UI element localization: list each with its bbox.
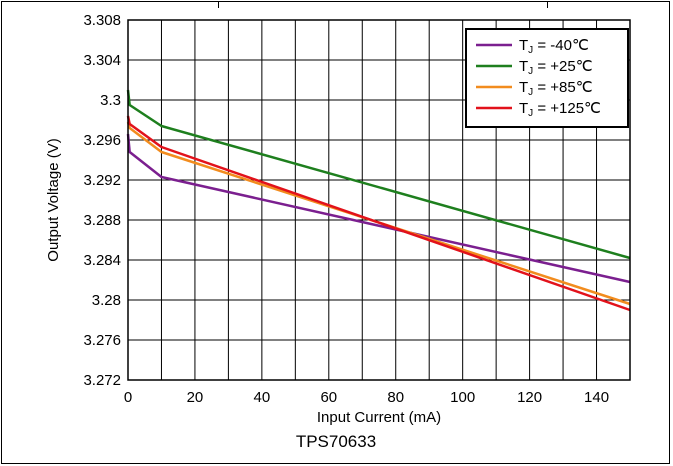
frame-tick [547, 2, 548, 8]
y-tick-label: 3.276 [83, 332, 121, 349]
x-tick-label: 80 [387, 389, 404, 406]
x-tick-label: 100 [450, 389, 475, 406]
legend-entry: TJ = +85℃ [519, 79, 593, 98]
y-tick-labels: 3.272 3.276 3.28 3.284 3.288 3.292 3.296 3.3 3.3… [83, 12, 121, 389]
legend: TJ = -40℃ TJ = +25℃ TJ = +85℃ TJ = +125℃ [465, 28, 629, 128]
x-tick-label: 40 [254, 389, 271, 406]
series-line [126, 89, 631, 260]
chart-caption: TPS70633 [296, 432, 376, 451]
x-tick-label: 140 [584, 389, 609, 406]
y-tick-label: 3.3 [100, 92, 121, 109]
x-tick-label: 120 [517, 389, 542, 406]
x-tick-label: 0 [124, 389, 132, 406]
legend-entry: TJ = -40℃ [519, 37, 589, 56]
y-tick-label: 3.296 [83, 132, 121, 149]
y-tick-label: 3.308 [83, 12, 121, 29]
y-tick-label: 3.304 [83, 52, 121, 69]
series-line [126, 121, 631, 306]
x-tick-label: 20 [187, 389, 204, 406]
y-tick-label: 3.288 [83, 212, 121, 229]
y-tick-label: 3.272 [83, 372, 121, 389]
series-line [126, 115, 631, 312]
frame-tick [218, 2, 219, 8]
legend-entry: TJ = +25℃ [519, 58, 593, 77]
plot-border [127, 19, 631, 381]
x-tick-labels: 0 20 40 60 80 100 120 140 [124, 389, 609, 406]
legend-entry: TJ = +125℃ [519, 100, 601, 119]
y-tick-label: 3.284 [83, 252, 121, 269]
y-tick-label: 3.292 [83, 172, 121, 189]
x-axis-label: Input Current (mA) [317, 409, 441, 426]
y-axis-label: Output Voltage (V) [45, 138, 62, 261]
series-lines [126, 89, 631, 312]
x-tick-label: 60 [320, 389, 337, 406]
y-tick-label: 3.28 [92, 292, 121, 309]
